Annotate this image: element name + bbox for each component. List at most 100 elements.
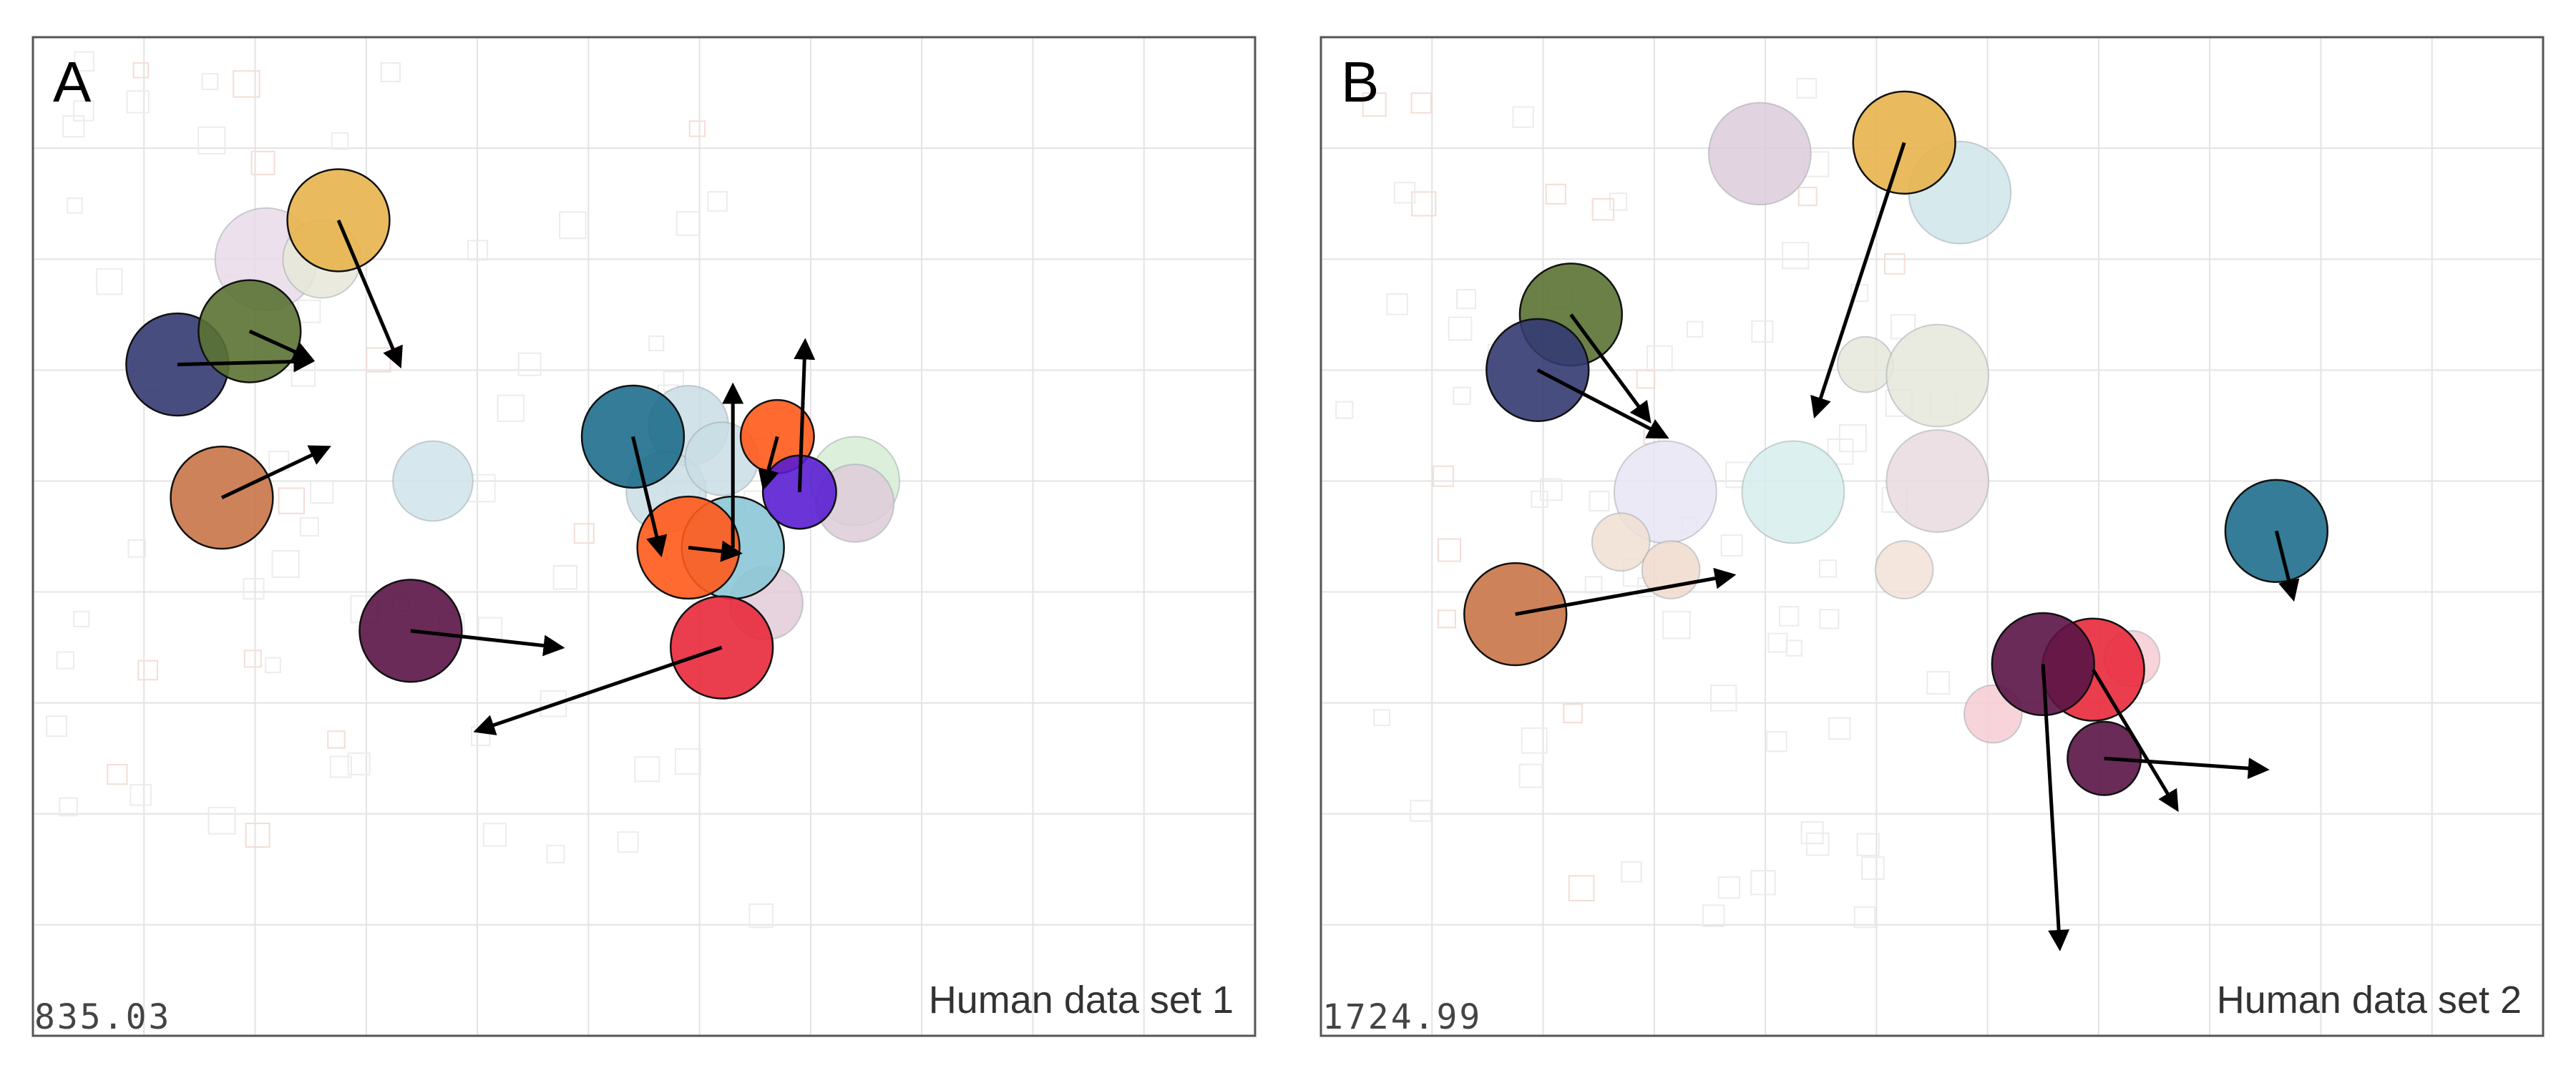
faint-square-marker [707, 191, 728, 212]
faint-square-marker [1828, 717, 1851, 740]
faint-square-marker [331, 132, 349, 150]
faint-square-marker [380, 62, 401, 83]
faint-square-marker [482, 823, 507, 847]
faint-square-marker [573, 523, 595, 544]
faint-square-marker [74, 51, 94, 72]
panel-a-frame [31, 36, 1257, 1037]
faint-square-marker [1584, 576, 1603, 594]
faint-square-marker [245, 823, 270, 848]
shift-arrow [631, 436, 668, 558]
shift-arrow [1515, 567, 1737, 617]
faint-square-marker [271, 550, 300, 578]
faint-square-marker [1818, 559, 1838, 578]
faint-square-marker [130, 783, 152, 806]
faint-square-marker [1512, 106, 1534, 128]
faint-square-marker [1717, 876, 1741, 899]
faint-square-marker [1782, 242, 1810, 270]
faint-square-marker [1539, 478, 1563, 501]
faint-square-marker [233, 70, 260, 98]
panel-a-caption: Human data set 1 [929, 979, 1234, 1021]
faint-square-marker [1448, 316, 1473, 341]
faint-square-marker [1373, 709, 1390, 727]
faint-square-marker [1411, 191, 1437, 217]
shift-arrow [2092, 668, 2179, 813]
data-point [2224, 479, 2329, 583]
shift-arrow [410, 629, 565, 657]
faint-square-marker [250, 150, 275, 175]
shift-arrow [177, 351, 316, 373]
faint-square-marker [243, 650, 262, 668]
panel-b-arrows [1515, 142, 2300, 951]
faint-square-marker [310, 479, 334, 504]
faint-square-marker [648, 335, 665, 352]
panel-b-caption: Human data set 2 [2217, 979, 2522, 1021]
faded-point [1874, 540, 1934, 599]
faint-square-marker [1531, 490, 1548, 508]
faint-square-marker [278, 487, 305, 514]
shift-arrow [336, 219, 403, 369]
faint-square-marker [497, 394, 525, 422]
faded-point [1885, 323, 1990, 428]
faint-square-marker [617, 831, 639, 853]
faint-square-marker [1838, 424, 1867, 453]
faint-square-marker [688, 120, 706, 137]
faint-square-marker [1853, 906, 1876, 929]
faint-square-marker [1797, 187, 1818, 207]
faint-square-marker [1710, 685, 1737, 712]
panel-a-letter: A [53, 50, 92, 114]
faint-square-marker [1926, 671, 1951, 695]
faded-point [1707, 102, 1812, 206]
faint-square-marker [675, 211, 701, 236]
faint-square-marker [62, 114, 85, 138]
faint-square-marker [67, 197, 83, 214]
faint-square-marker [1362, 92, 1387, 117]
faint-square-marker [1636, 369, 1656, 389]
panel-a-value-label: 835.03 [34, 997, 171, 1037]
faint-square-marker [1437, 538, 1462, 562]
faint-square-marker [1437, 609, 1456, 629]
faint-square-marker [347, 752, 371, 775]
faint-square-marker [197, 126, 226, 155]
faint-square-marker [107, 763, 128, 785]
faint-square-marker [1720, 534, 1743, 557]
shift-arrow [1536, 368, 1669, 439]
faint-square-marker [1819, 609, 1840, 629]
faint-square-marker [132, 62, 150, 79]
shift-arrow [794, 338, 816, 493]
faint-square-marker [1686, 320, 1704, 338]
faint-square-marker [674, 748, 701, 775]
shift-arrow [758, 436, 779, 491]
panel-b-faded-points [1591, 102, 2161, 744]
panel-b: B Human data set 2 1724.99 [1319, 36, 2545, 1037]
shift-arrow [688, 540, 743, 562]
faint-square-marker [1646, 345, 1673, 372]
faint-square-marker [299, 516, 319, 536]
shift-arrow [220, 445, 331, 499]
shift-arrow [248, 329, 315, 362]
panel-a-arrows [177, 219, 816, 735]
faded-point [1837, 335, 1894, 393]
faint-square-marker [137, 660, 158, 681]
faint-square-marker [1591, 197, 1615, 221]
faint-square-marker [1609, 192, 1628, 211]
faint-square-marker [1750, 870, 1776, 896]
panel-b-frame [1319, 36, 2545, 1037]
faint-square-marker [1568, 875, 1595, 902]
faint-square-marker [73, 610, 90, 627]
faint-square-marker [1766, 730, 1787, 753]
faint-square-marker [1563, 703, 1583, 724]
faint-square-marker [1410, 92, 1432, 114]
faint-square-marker [96, 268, 123, 295]
faint-square-marker [126, 90, 150, 114]
faint-square-marker [46, 715, 68, 738]
faint-square-marker [297, 299, 321, 323]
faint-square-marker [1589, 491, 1610, 511]
faint-square-marker [559, 211, 587, 240]
faint-square-marker [1883, 253, 1906, 275]
faint-square-marker [1621, 861, 1642, 883]
data-point [1991, 612, 2095, 717]
faint-square-marker [540, 690, 567, 717]
faint-square-marker [1335, 401, 1354, 419]
faint-square-marker [634, 756, 660, 783]
